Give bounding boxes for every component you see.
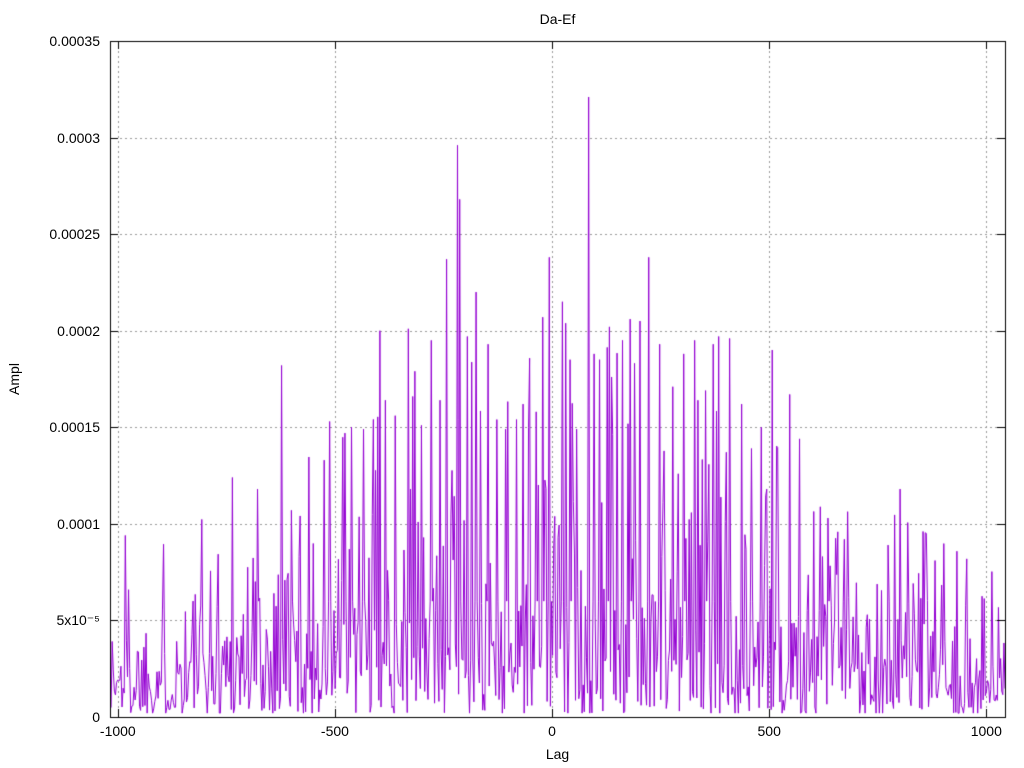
x-tick-label: 0 (548, 723, 556, 739)
y-tick-label: 0.00025 (49, 226, 100, 243)
x-axis-label: Lag (545, 746, 570, 762)
y-axis-label: Ampl (6, 363, 22, 395)
y-tick-label: 0.00015 (49, 419, 100, 436)
x-tick-label: -500 (320, 723, 349, 739)
y-tick-label: 0.00035 (49, 33, 100, 49)
x-tick-label: 1000 (970, 723, 1002, 739)
x-tick-label: -1000 (99, 723, 136, 739)
y-tick-label: 0.0003 (57, 129, 100, 146)
y-tick-label: 5x10⁻⁵ (56, 612, 100, 629)
y-tick-label: 0.0001 (57, 515, 100, 532)
chart-title: Da-Ef (539, 11, 576, 27)
y-tick-label: 0 (92, 709, 100, 725)
y-tick-label: 0.0002 (57, 322, 100, 339)
x-tick-label: 500 (757, 723, 781, 739)
